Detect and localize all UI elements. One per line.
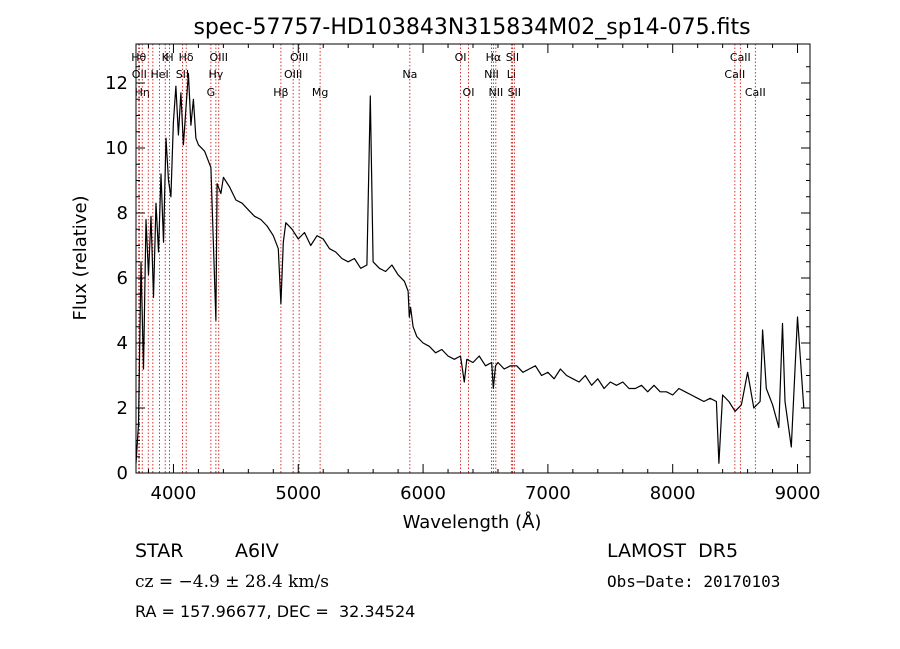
y-tick-label-1: 2 [117,398,128,419]
line-label-19: OI [463,86,475,99]
y-tick-label-2: 4 [117,333,128,354]
y-tick-label-3: 6 [117,268,128,289]
object-type: STAR [135,540,184,562]
y-tick-label-6: 12 [105,73,128,94]
chart-title: spec-57757-HD103843N315834M02_sp14-075.f… [193,15,750,40]
line-label-18: OI [455,51,467,64]
line-label-9: Hδ [179,51,194,64]
y-tick-label-4: 8 [117,203,128,224]
line-label-6: K [162,51,170,64]
line-label-5: HeI [150,68,168,81]
line-label-25: SII [508,86,521,99]
observation-date: Obs−Date: 20170103 [607,572,781,591]
spectrum-line-0 [135,72,805,464]
line-label-27: CaII [730,51,751,64]
line-label-23: Li [507,68,516,81]
y-axis-label: Flux (relative) [70,195,91,320]
line-label-28: CaII [745,86,766,99]
line-label-15: OIII [290,51,308,64]
line-label-20: NII [484,68,499,81]
coordinates: RA = 157.96677, DEC = 32.34524 [135,602,416,621]
line-label-14: OIII [284,68,302,81]
y-tick-label-0: 0 [117,463,128,484]
survey-name: LAMOST DR5 [607,540,739,562]
x-tick-label-2: 6000 [400,483,446,504]
x-axis-label: Wavelength (Å) [403,511,542,533]
line-label-0: Hθ [131,51,146,64]
line-label-8: SII [176,68,189,81]
spectral-line-markers: HθOIIHηHeIKHSIIHδGHγOIIIHβOIIIOIIIMgNaOI… [131,44,766,473]
line-label-22: NII [488,86,503,99]
x-tick-label-5: 9000 [775,483,821,504]
axes: 4000 5000 6000 7000 8000 9000 0 2 4 6 8 10 12 [105,44,820,504]
spectrum-series [135,72,805,464]
line-label-26: CaII [724,68,745,81]
line-label-17: Na [402,68,417,81]
line-label-7: H [165,51,173,64]
line-label-24: SII [506,51,519,64]
line-label-16: Mg [312,86,328,99]
spectral-subclass: A6IV [235,540,279,562]
line-label-13: Hβ [273,86,288,99]
x-tick-label-1: 5000 [275,483,321,504]
plot-frame [135,43,811,474]
line-label-1: OII [132,68,147,81]
line-label-10: G [207,86,216,99]
redshift-value: cz = −4.9 ± 28.4 km/s [135,572,329,592]
line-label-11: Hγ [208,68,223,81]
line-label-2: Hη [135,86,150,99]
x-tick-label-4: 8000 [650,483,696,504]
x-tick-label-3: 7000 [525,483,571,504]
y-tick-label-5: 10 [105,138,128,159]
x-tick-label-0: 4000 [151,483,197,504]
line-label-21: Hα [486,51,502,64]
line-label-12: OIII [210,51,228,64]
